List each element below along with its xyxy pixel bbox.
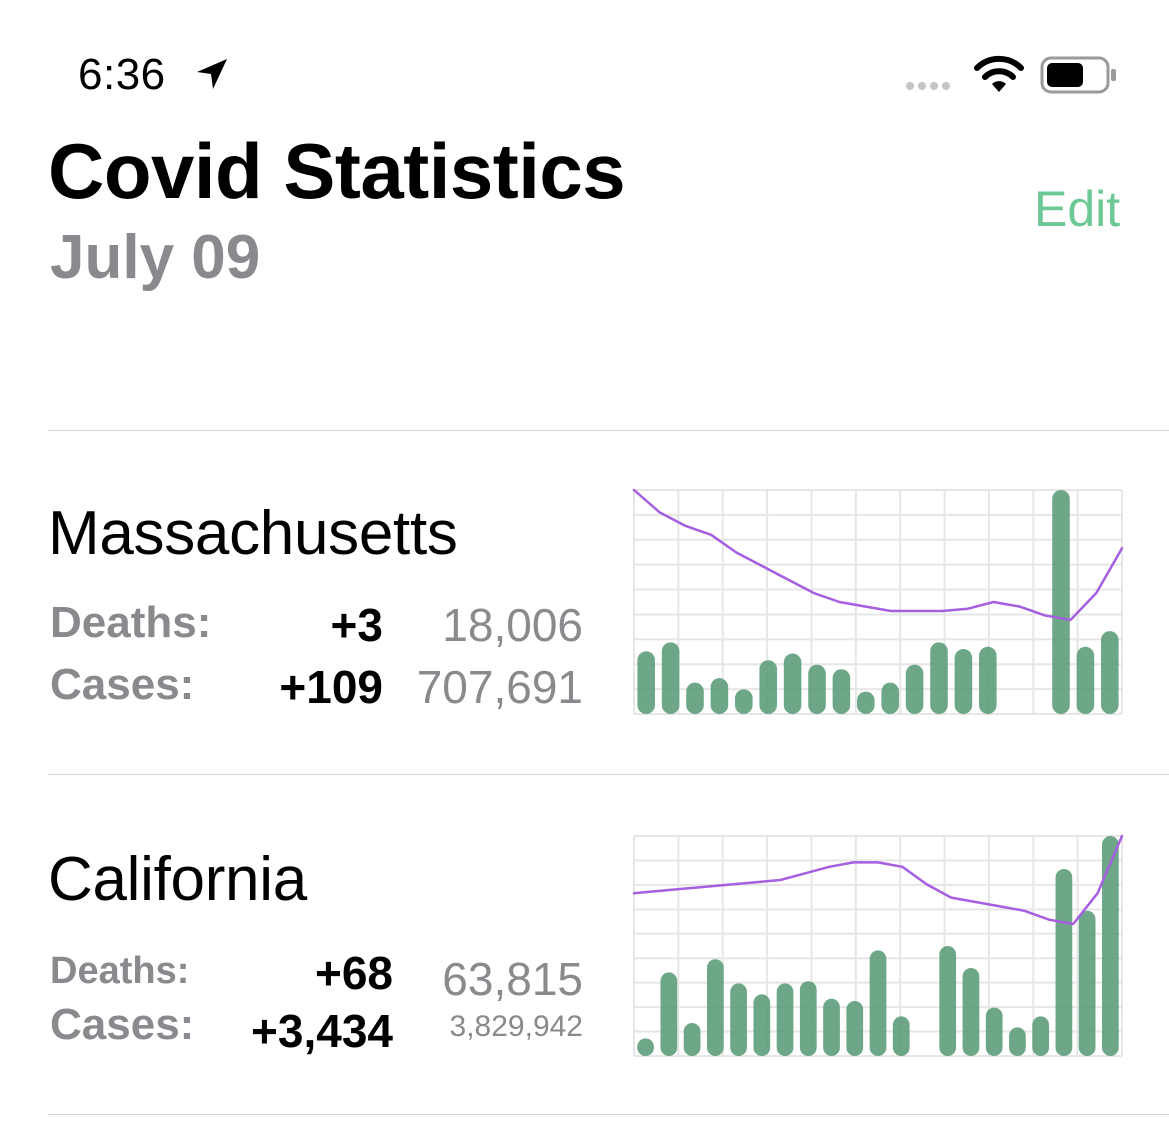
cases-total: 3,829,942 [449, 1010, 583, 1043]
cases-label: Cases: [50, 660, 195, 709]
state-name: Massachusetts [48, 499, 458, 568]
deaths-label: Deaths: [50, 598, 212, 647]
chart-bar [753, 994, 771, 1056]
chart-bar [962, 968, 980, 1056]
edit-button[interactable]: Edit [1034, 181, 1121, 237]
chart-bar [1101, 631, 1119, 714]
divider [48, 774, 1169, 775]
divider [48, 1114, 1169, 1115]
chart-bar [985, 1007, 1003, 1056]
deaths-total: 18,006 [442, 599, 583, 651]
chart-bar [660, 972, 678, 1056]
chart-bar [823, 998, 840, 1056]
chart-bar [979, 646, 997, 714]
deaths-total: 63,815 [442, 953, 583, 1005]
chart-bar [735, 689, 753, 714]
chart-bar [1076, 646, 1095, 714]
chart-trend-line [632, 834, 1124, 926]
chart-bar [1052, 490, 1070, 714]
chart-bar [1009, 1027, 1026, 1056]
status-time: 6:36 [78, 50, 166, 99]
deaths-delta: +68 [314, 947, 393, 999]
cases-label: Cases: [50, 1000, 195, 1049]
divider [48, 430, 1169, 431]
chart-bar [857, 691, 875, 714]
chart-bar [776, 983, 794, 1056]
chart-bar [954, 649, 973, 714]
page-title: Covid Statistics [48, 127, 626, 215]
chart-bar [1078, 910, 1096, 1056]
chart-bar [710, 678, 729, 714]
chart-bar [1055, 869, 1073, 1056]
cellular-signal-icon [906, 82, 950, 90]
wifi-icon [974, 55, 1024, 92]
chart-bar [869, 950, 887, 1056]
status-bar: 6:36 [0, 0, 1169, 110]
chart-bar [1102, 836, 1119, 1056]
page-date: July 09 [50, 223, 261, 292]
chart-bar [881, 682, 899, 714]
cases-total: 707,691 [416, 661, 583, 713]
location-arrow-icon [197, 59, 227, 89]
chart-bar [939, 946, 957, 1056]
cases-delta: +109 [279, 661, 383, 713]
chart-grid [633, 489, 1123, 715]
trend-chart [632, 488, 1124, 715]
chart-bar [1032, 1016, 1050, 1056]
chart-bar [832, 669, 851, 714]
chart-bar [930, 642, 948, 714]
chart-bar [783, 653, 802, 714]
chart-bar [706, 959, 724, 1056]
cases-delta: +3,434 [251, 1005, 393, 1057]
battery-icon [1040, 56, 1116, 94]
chart-bar [661, 642, 680, 714]
trend-chart [632, 834, 1124, 1057]
deaths-label: Deaths: [50, 950, 190, 992]
chart-bar [846, 1001, 864, 1056]
chart-bar [637, 1038, 654, 1056]
chart-bar [892, 1016, 910, 1056]
chart-bar [799, 981, 817, 1056]
chart-bar [686, 682, 704, 714]
chart-bar [730, 983, 747, 1056]
chart-trend-line [632, 488, 1124, 622]
state-name: California [48, 845, 307, 914]
chart-bar [808, 664, 826, 714]
chart-bar [759, 660, 777, 714]
chart-bar [905, 664, 924, 714]
chart-bar [683, 1023, 701, 1056]
chart-bar [637, 651, 655, 714]
deaths-delta: +3 [330, 599, 383, 651]
